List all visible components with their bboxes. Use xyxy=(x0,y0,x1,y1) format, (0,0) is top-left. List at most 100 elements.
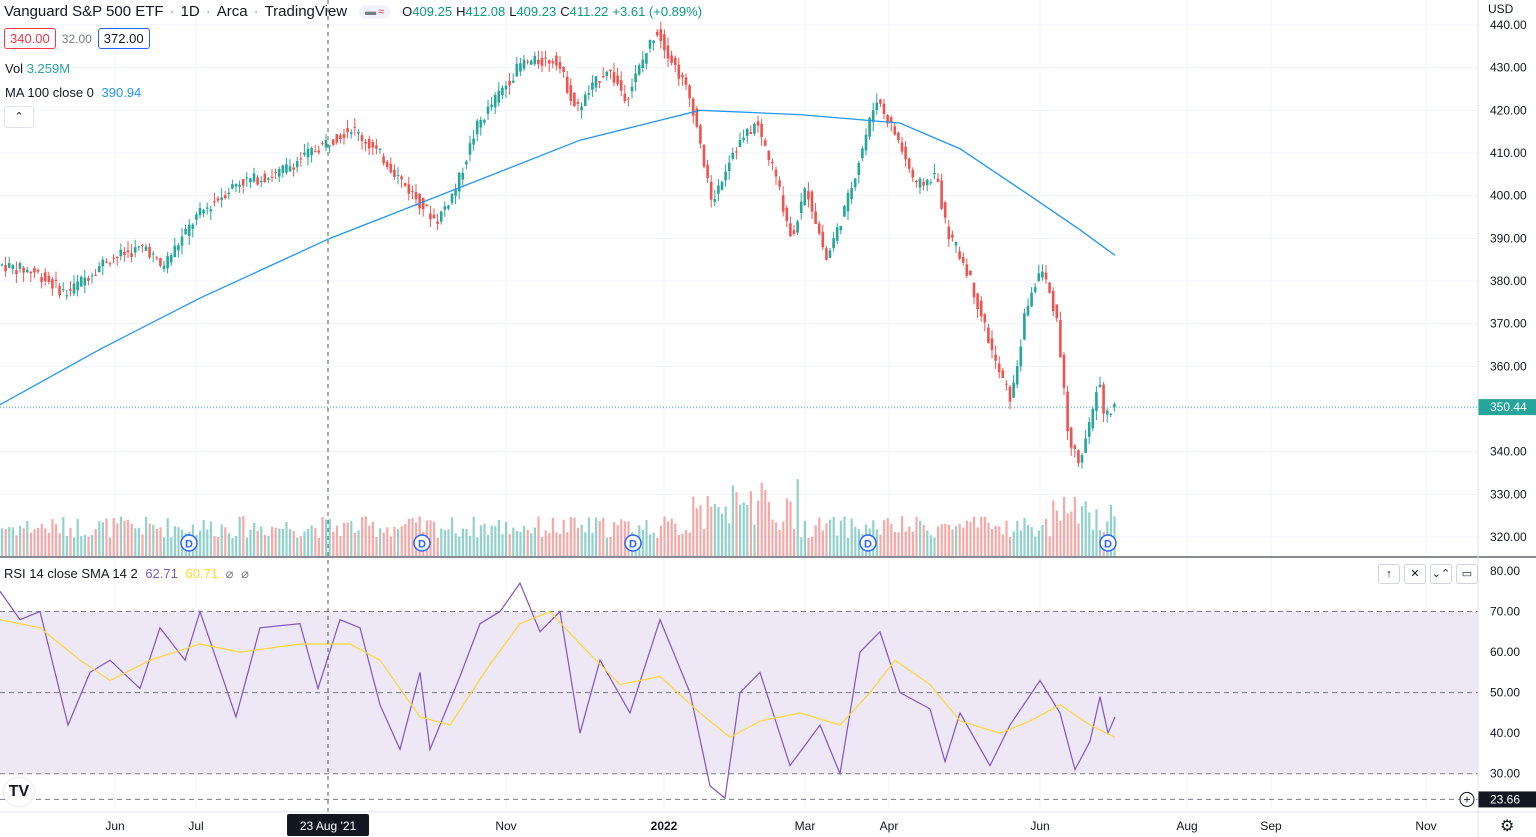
volume-bar xyxy=(587,517,590,556)
candle-body xyxy=(573,92,576,107)
volume-bar xyxy=(447,529,450,556)
candle-body xyxy=(979,300,983,317)
candle-body xyxy=(789,223,792,237)
candle-body xyxy=(72,283,76,294)
volume-bar xyxy=(1016,520,1019,556)
interval[interactable]: 1D xyxy=(180,3,200,20)
candle-body xyxy=(1044,272,1048,280)
volume-bar xyxy=(526,529,529,556)
x-tick-label: Apr xyxy=(880,819,899,833)
symbol-name[interactable]: Vanguard S&P 500 ETF xyxy=(4,3,164,20)
volume-bar xyxy=(458,536,461,556)
candle-body xyxy=(155,257,159,259)
volume-bar xyxy=(699,505,702,556)
candle-body xyxy=(169,255,173,263)
volume-bar xyxy=(245,537,248,556)
volume-bar xyxy=(19,525,22,556)
candle-body xyxy=(886,115,889,124)
candle-body xyxy=(249,178,252,183)
volume-bar xyxy=(497,519,500,556)
price-tick-label: 330.00 xyxy=(1490,487,1527,501)
volume-bar xyxy=(195,535,198,556)
volume-bar xyxy=(425,520,428,556)
candle-body xyxy=(918,178,922,188)
candle-body xyxy=(259,180,263,183)
candle-body xyxy=(180,236,184,246)
volume-legend[interactable]: Vol 3.259M xyxy=(5,61,70,76)
close-pane-button[interactable]: ✕ xyxy=(1404,564,1426,584)
candle-body xyxy=(641,59,645,69)
volume-bar xyxy=(1037,530,1040,556)
high-price-input[interactable]: 372.00 xyxy=(97,28,150,49)
candle-body xyxy=(882,103,886,114)
volume-bar xyxy=(807,537,810,556)
exchange: Arca xyxy=(216,3,248,20)
candle-body xyxy=(684,77,688,85)
volume-bar xyxy=(638,525,641,556)
volume-bar xyxy=(281,528,284,556)
low-price-input[interactable]: 340.00 xyxy=(4,28,56,49)
gear-icon[interactable]: ⚙ xyxy=(1500,818,1515,835)
volume-bar xyxy=(328,518,331,556)
volume-bar xyxy=(292,530,295,556)
maximize-pane-button[interactable]: ▭ xyxy=(1456,564,1478,584)
candle-body xyxy=(745,128,749,137)
dividend-marker xyxy=(624,534,642,552)
candle-body xyxy=(97,266,101,273)
x-tick-label: Jun xyxy=(1030,819,1049,833)
volume-bar xyxy=(742,502,745,556)
volume-bar xyxy=(1091,529,1094,556)
separator: · xyxy=(253,3,259,20)
rsi-tick-label: 30.00 xyxy=(1490,767,1520,781)
volume-bar xyxy=(901,516,904,556)
candle-body xyxy=(591,82,594,90)
low-value: 409.23 xyxy=(516,4,557,19)
candle-body xyxy=(79,276,83,287)
rsi-legend[interactable]: RSI 14 close SMA 14 2 62.71 60.71 ⌀ ⌀ xyxy=(4,566,249,582)
volume-bar xyxy=(184,533,187,556)
volume-bar xyxy=(850,518,853,556)
volume-bar xyxy=(652,532,655,556)
x-tick-label: Nov xyxy=(495,819,516,833)
candle-body xyxy=(846,193,850,212)
currency-selector[interactable]: USD xyxy=(1488,2,1514,16)
candle-body xyxy=(699,125,702,144)
candle-body xyxy=(22,267,25,273)
candle-body xyxy=(1033,287,1037,292)
volume-bar xyxy=(515,531,518,556)
volume-bar xyxy=(1012,531,1015,556)
change-value: +3.61 (+0.89%) xyxy=(612,4,703,19)
crosshair-date-label: 23 Aug '21 xyxy=(300,819,357,833)
rsi-sma-value: 60.71 xyxy=(185,566,219,581)
tradingview-logo[interactable]: TV xyxy=(4,778,34,806)
volume-bar xyxy=(753,524,756,556)
collapse-legend-button[interactable]: ⌃ xyxy=(4,106,34,128)
candle-body xyxy=(954,241,958,246)
volume-bar xyxy=(821,530,824,556)
close-label: C xyxy=(560,4,570,19)
volume-bar xyxy=(749,491,752,556)
candle-body xyxy=(231,184,234,189)
volume-bar xyxy=(879,534,882,556)
volume-bar xyxy=(112,518,115,556)
volume-bar xyxy=(87,536,90,556)
candle-body xyxy=(724,171,727,181)
candle-body xyxy=(252,173,256,182)
volume-bar xyxy=(875,529,878,556)
ma-legend[interactable]: MA 100 close 0 390.94 xyxy=(5,85,141,100)
collapse-pane-button[interactable]: ⌄⌃ xyxy=(1430,564,1452,584)
volume-bar xyxy=(598,521,601,556)
candle-body xyxy=(130,253,133,258)
volume-bar xyxy=(955,526,958,556)
compare-toggle[interactable]: ▬ ≈ xyxy=(359,4,391,19)
volume-bar xyxy=(919,520,922,556)
volume-bar xyxy=(202,519,205,556)
candle-body xyxy=(691,98,695,116)
candle-body xyxy=(310,148,313,156)
move-pane-up-button[interactable]: ↑ xyxy=(1378,564,1400,584)
candle-body xyxy=(936,178,940,182)
volume-bar xyxy=(645,520,648,556)
volume-bar xyxy=(134,528,137,556)
volume-bar xyxy=(155,528,158,556)
